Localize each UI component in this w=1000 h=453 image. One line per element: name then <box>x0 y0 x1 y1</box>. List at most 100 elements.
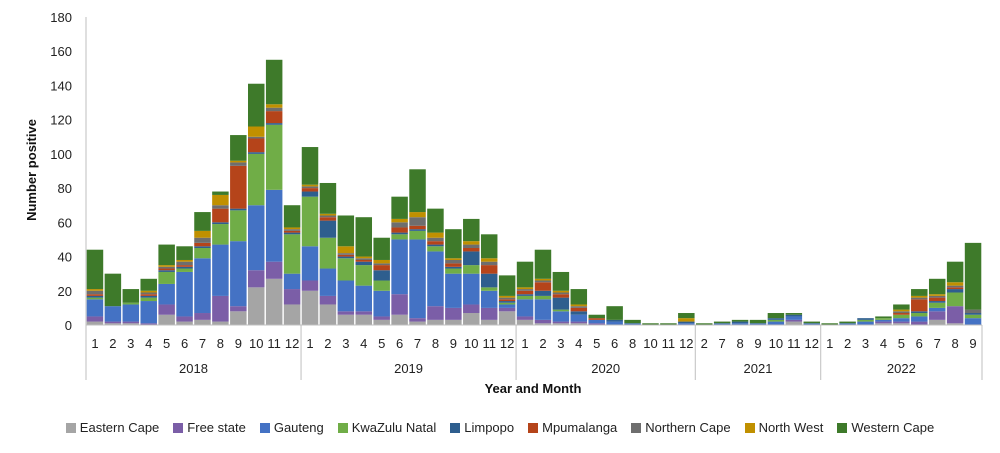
bar-segment <box>194 248 211 259</box>
bar-segment <box>248 138 265 153</box>
bar-segment <box>463 265 480 274</box>
bar-segment <box>122 323 140 325</box>
bar-segment <box>176 271 193 317</box>
bar-segment <box>893 309 910 312</box>
bar-segment <box>194 212 211 231</box>
bar-segment <box>731 323 749 325</box>
bar-segment <box>283 227 301 230</box>
y-tick-label: 140 <box>50 78 72 93</box>
bar-segment <box>445 259 462 264</box>
x-tick-label: 10 <box>249 336 263 351</box>
x-tick-label: 7 <box>414 336 421 351</box>
bar-segment <box>498 275 516 296</box>
bar-segment <box>534 278 552 281</box>
bar-segment <box>570 289 588 305</box>
bar-segment <box>552 292 570 295</box>
bar-segment <box>875 319 892 322</box>
bar-segment <box>230 306 247 312</box>
bar-segment <box>964 309 982 314</box>
bar-segment <box>230 162 247 166</box>
bar-segment <box>480 290 498 308</box>
bar-segment <box>928 302 946 308</box>
bar-segment <box>480 261 498 266</box>
bar-segment <box>767 319 785 322</box>
bar-segment <box>552 321 570 324</box>
bar-segment <box>803 321 821 324</box>
bar-segment <box>516 299 534 317</box>
bar-segment <box>606 306 623 320</box>
bar-segment <box>265 104 283 108</box>
x-tick-label: 3 <box>342 336 349 351</box>
bar-segment <box>212 321 229 325</box>
bar-segment <box>624 319 641 324</box>
bar-segment <box>86 249 104 290</box>
bar-segment <box>516 287 534 290</box>
legend-item: Western Cape <box>837 420 934 435</box>
bar-segment <box>946 323 964 325</box>
bar-segment <box>391 196 408 219</box>
bar-segment <box>194 230 211 238</box>
bar-segment <box>857 321 874 325</box>
x-tick-label: 6 <box>611 336 618 351</box>
bar-segment <box>355 265 373 286</box>
legend-swatch <box>450 422 461 433</box>
bar-segment <box>857 318 874 320</box>
bar-segment <box>534 323 552 325</box>
x-axis-label: Year and Month <box>485 381 582 396</box>
bar-segment <box>821 323 838 325</box>
bar-segment <box>337 254 355 257</box>
y-tick-label: 60 <box>58 215 72 230</box>
legend-swatch <box>337 422 348 433</box>
bar-segment <box>427 241 444 245</box>
bar-segment <box>355 217 373 257</box>
bar-segment <box>445 229 462 259</box>
bar-segment <box>498 304 516 308</box>
bar-segment <box>104 306 122 322</box>
bar-segment <box>427 237 444 242</box>
bar-segment <box>355 311 373 315</box>
bar-segment <box>86 299 104 317</box>
bar-segment <box>122 304 140 322</box>
bar-segment <box>104 273 122 307</box>
x-tick-label: 4 <box>880 336 887 351</box>
y-axis-label: Number positive <box>24 119 39 221</box>
bar-segment <box>265 278 283 325</box>
bar-segment <box>337 258 355 281</box>
x-tick-label: 10 <box>769 336 783 351</box>
y-tick-label: 40 <box>58 250 72 265</box>
x-tick-label: 1 <box>521 336 528 351</box>
x-tick-label: 5 <box>378 336 385 351</box>
legend-label: Free state <box>187 420 246 435</box>
bar-segment <box>911 313 928 317</box>
bar-segment <box>660 323 677 325</box>
bar-segment <box>283 230 301 233</box>
bar-segment <box>86 294 104 296</box>
bar-segment <box>373 265 390 271</box>
bar-segment <box>409 321 426 325</box>
bar-segment <box>194 242 211 247</box>
bar-segment <box>194 246 211 248</box>
bar-segment <box>158 314 175 325</box>
bar-segment <box>355 258 373 260</box>
bar-segment <box>749 319 767 324</box>
bar-segment <box>140 301 157 324</box>
bar-segment <box>265 59 283 105</box>
legend-item: Mpumalanga <box>528 420 617 435</box>
x-tick-label: 12 <box>500 336 514 351</box>
bar-segment <box>857 319 874 322</box>
bar-segment <box>176 246 193 260</box>
bar-segment <box>212 208 229 223</box>
bar-segment <box>928 294 946 296</box>
bar-segment <box>928 311 946 320</box>
bar-segment <box>283 304 301 325</box>
x-tick-label: 4 <box>145 336 152 351</box>
bar-segment <box>552 309 570 312</box>
x-tick-label: 9 <box>450 336 457 351</box>
bar-segment <box>785 319 803 322</box>
bar-segment <box>409 212 426 218</box>
legend-item: Limpopo <box>450 420 514 435</box>
bar-segment <box>964 314 982 319</box>
bar-segment <box>301 184 319 187</box>
bar-segment <box>911 316 928 322</box>
bar-segment <box>248 83 265 127</box>
